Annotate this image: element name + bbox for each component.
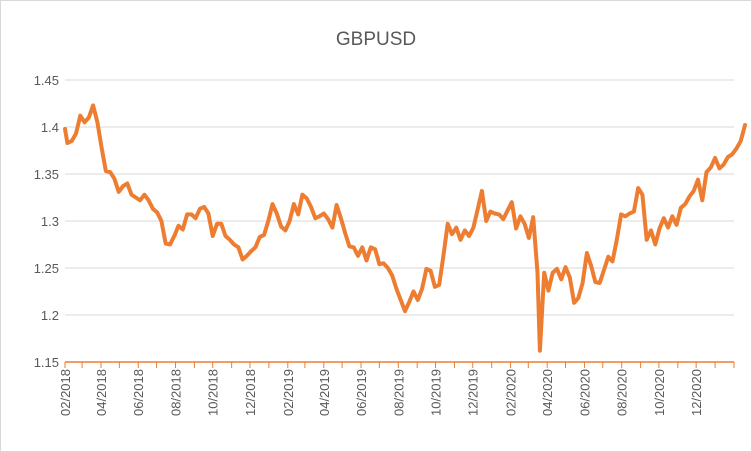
y-tick-label: 1.25 xyxy=(34,261,59,276)
x-tick-label: 06/2020 xyxy=(577,369,592,416)
y-tick-label: 1.45 xyxy=(34,73,59,88)
x-axis-ticks: 02/2018 04/2018 06/2018 08/2018 10/2018 12/20… xyxy=(58,362,735,416)
x-tick-label: 04/2020 xyxy=(540,369,555,416)
x-tick-label: 10/2020 xyxy=(652,369,667,416)
x-tick-label: 10/2018 xyxy=(206,369,221,416)
y-tick-label: 1.4 xyxy=(41,120,59,135)
x-tick-label: 12/2018 xyxy=(243,369,258,416)
x-tick-label: 02/2020 xyxy=(504,369,519,416)
gridlines xyxy=(65,79,734,316)
x-tick-label: 02/2019 xyxy=(281,369,296,416)
series-line-gbpusd xyxy=(63,103,747,353)
x-tick-label: 12/2019 xyxy=(466,369,481,416)
x-tick-label: 06/2019 xyxy=(354,369,369,416)
y-tick-label: 1.3 xyxy=(41,214,59,229)
x-tick-label: 08/2019 xyxy=(391,369,406,416)
x-tick-label: 02/2018 xyxy=(58,369,73,416)
x-tick-label: 04/2018 xyxy=(94,369,109,416)
x-tick-label: 08/2018 xyxy=(168,369,183,416)
y-tick-label: 1.15 xyxy=(34,355,59,370)
y-axis-ticks: 1.15 1.2 1.25 1.3 1.35 1.4 1.45 xyxy=(34,73,59,370)
x-tick-label: 10/2019 xyxy=(429,369,444,416)
x-tick-label: 08/2020 xyxy=(615,369,630,416)
y-tick-label: 1.2 xyxy=(41,308,59,323)
chart-title: GBPUSD xyxy=(336,29,416,50)
x-tick-label: 04/2019 xyxy=(317,369,332,416)
x-tick-label: 12/2020 xyxy=(689,369,704,416)
y-tick-label: 1.35 xyxy=(34,167,59,182)
x-tick-label: 06/2018 xyxy=(131,369,146,416)
